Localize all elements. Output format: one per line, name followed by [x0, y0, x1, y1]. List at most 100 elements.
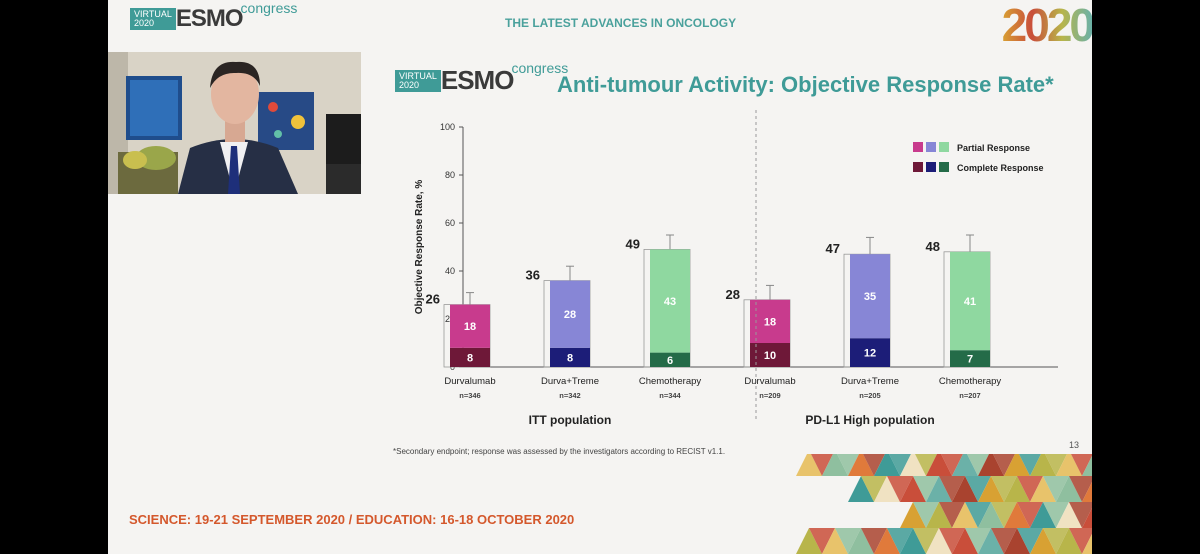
decoration-triangle: [926, 502, 952, 528]
complete-value-label: 6: [667, 355, 673, 367]
decoration-triangle: [1030, 476, 1056, 502]
triangle-pattern-decoration: [796, 454, 1092, 554]
decoration-triangle: [1056, 528, 1082, 554]
slide-title: Anti-tumour Activity: Objective Response…: [557, 72, 1054, 97]
decoration-triangle: [900, 476, 926, 502]
decoration-triangle: [993, 454, 1015, 476]
decoration-triangle: [952, 528, 978, 554]
congress-dates: SCIENCE: 19-21 SEPTEMBER 2020 / EDUCATIO…: [129, 512, 575, 527]
partial-value-label: 28: [564, 309, 576, 321]
total-value-label: 47: [826, 241, 840, 256]
bar-complete-response: [850, 338, 890, 367]
bar-complete-response: [950, 350, 990, 367]
legend-swatch: [939, 162, 949, 172]
decoration-triangle: [861, 476, 887, 502]
decoration-triangle: [1082, 482, 1092, 502]
decoration-triangle: [1056, 502, 1082, 528]
group-label: PD-L1 High population: [805, 413, 934, 427]
virtual-badge-slide: VIRTUAL 2020: [395, 70, 441, 92]
legend-swatch: [926, 142, 936, 152]
bar-complete-response: [450, 347, 490, 367]
decoration-triangle: [941, 454, 963, 476]
complete-value-label: 10: [764, 350, 776, 362]
decoration-triangle: [939, 502, 965, 528]
decoration-triangle: [848, 528, 874, 554]
decoration-triangle: [978, 502, 1004, 528]
sample-size-label: n=344: [659, 391, 681, 400]
bar-partial-response: [750, 299, 790, 343]
esmo-logo-slide: VIRTUAL 2020 ESMO congress: [395, 60, 570, 93]
decoration-triangle: [1069, 476, 1092, 502]
category-label: Durvalumab: [744, 376, 795, 387]
decoration-triangle: [900, 502, 926, 528]
decoration-triangle: [1030, 454, 1056, 476]
category-label: Chemotherapy: [939, 376, 1002, 387]
decoration-triangle: [1082, 534, 1092, 554]
decoration-triangle: [809, 528, 835, 554]
decoration-triangle: [1069, 528, 1092, 554]
decoration-triangle: [1069, 502, 1092, 528]
decoration-triangle: [915, 454, 937, 476]
category-label: Durva+Treme: [841, 376, 899, 387]
decoration-triangle: [835, 528, 861, 554]
total-value-label: 49: [626, 236, 640, 251]
decoration-triangle: [1043, 528, 1069, 554]
decoration-triangle: [822, 528, 848, 554]
decoration-triangle: [1004, 528, 1030, 554]
speaker-video[interactable]: [108, 52, 361, 194]
speaker-video-image: [108, 52, 361, 194]
decoration-triangle: [822, 454, 848, 476]
legend-complete-response: Complete Response: [957, 163, 1044, 173]
decoration-triangle: [913, 476, 939, 502]
footnote: *Secondary endpoint; response was assess…: [393, 447, 726, 456]
legend-partial-response: Partial Response: [957, 143, 1030, 153]
decoration-triangle: [939, 528, 965, 554]
group-label: ITT population: [529, 413, 612, 427]
decoration-triangle: [874, 476, 900, 502]
decoration-triangle: [913, 528, 939, 554]
decoration-triangle: [952, 454, 978, 476]
category-label: Chemotherapy: [639, 376, 702, 387]
y-tick-label: 60: [445, 218, 455, 228]
decoration-triangle: [1043, 476, 1069, 502]
complete-value-label: 8: [567, 352, 573, 364]
decoration-triangle: [991, 476, 1017, 502]
decoration-triangle: [837, 454, 859, 476]
slide-number: 13: [1069, 440, 1080, 450]
congress-wordmark-slide: congress: [511, 60, 569, 76]
y-tick-label: 40: [445, 266, 455, 276]
complete-value-label: 12: [864, 348, 876, 360]
decoration-triangle: [1030, 528, 1056, 554]
decoration-triangle: [1082, 456, 1092, 476]
esmo-logo-header: VIRTUAL 2020 ESMO congress: [130, 0, 299, 32]
total-value-label: 36: [526, 268, 540, 283]
legend-swatch: [913, 142, 923, 152]
decoration-triangle: [1082, 508, 1092, 528]
partial-value-label: 41: [964, 296, 976, 308]
decoration-triangle: [965, 528, 991, 554]
decoration-triangle: [978, 528, 1004, 554]
tagline: THE LATEST ADVANCES IN ONCOLOGY: [505, 16, 737, 30]
bar-partial-response: [850, 254, 890, 339]
total-value-label: 26: [426, 292, 440, 307]
category-label: Durvalumab: [444, 376, 495, 387]
decoration-triangle: [863, 454, 885, 476]
decoration-triangle: [1004, 502, 1030, 528]
partial-value-label: 18: [764, 316, 776, 328]
decoration-triangle: [874, 454, 900, 476]
decoration-triangle: [900, 454, 926, 476]
year-banner: 2020: [1001, 0, 1092, 51]
legend-swatch: [913, 162, 923, 172]
decoration-triangle: [900, 528, 926, 554]
decoration-triangle: [1017, 528, 1043, 554]
decoration-triangle: [913, 502, 939, 528]
y-tick-label: 20: [445, 314, 455, 324]
response-rate-chart: 020406080100Objective Response Rate, %81…: [414, 110, 1058, 427]
decoration-triangle: [796, 454, 822, 476]
decoration-triangle: [991, 528, 1017, 554]
esmo-wordmark: ESMO: [175, 5, 244, 32]
decoration-triangle: [965, 502, 991, 528]
decoration-triangle: [965, 476, 991, 502]
decoration-triangle: [861, 528, 887, 554]
decoration-triangle: [978, 476, 1004, 502]
